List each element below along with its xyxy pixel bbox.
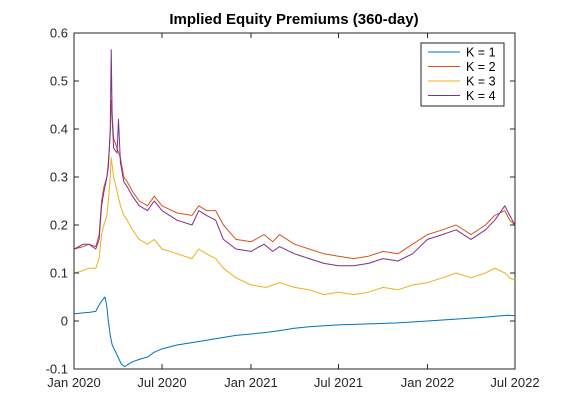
y-tick-label: 0.6 [50,26,68,41]
y-tick-label: 0.2 [50,218,68,233]
legend-label-k4: K = 4 [466,89,496,103]
x-tick-label: Jul 2022 [490,375,539,390]
axes-layer: Jan 2020 Jul 2020 Jan 2021 Jul 2021 Jan 2022… [46,26,540,391]
series-line-k3 [74,157,516,296]
series-line-k1 [74,296,516,368]
series-line-k4 [74,49,516,267]
legend: K = 1K = 2K = 3K = 4 [420,42,505,107]
x-tick-label: Jul 2020 [137,375,186,390]
x-tick-label: Jul 2021 [314,375,363,390]
x-tick-label: Jan 2020 [47,375,101,390]
y-tick-label: 0.1 [50,266,68,281]
series-layer [74,49,516,368]
y-tick-label: 0.5 [50,74,68,89]
y-tick-label: 0.4 [50,122,68,137]
x-tick-label: Jan 2022 [401,375,455,390]
legend-box [420,42,505,107]
y-tick-label: 0 [61,314,68,329]
y-tick-label: -0.1 [46,362,68,377]
legend-label-k2: K = 2 [466,60,496,74]
x-tick-label: Jan 2021 [224,375,278,390]
chart-title: Implied Equity Premiums (360-day) [169,11,418,28]
legend-label-k3: K = 3 [466,75,496,89]
legend-label-k1: K = 1 [466,46,496,60]
y-tick-label: 0.3 [50,170,68,185]
